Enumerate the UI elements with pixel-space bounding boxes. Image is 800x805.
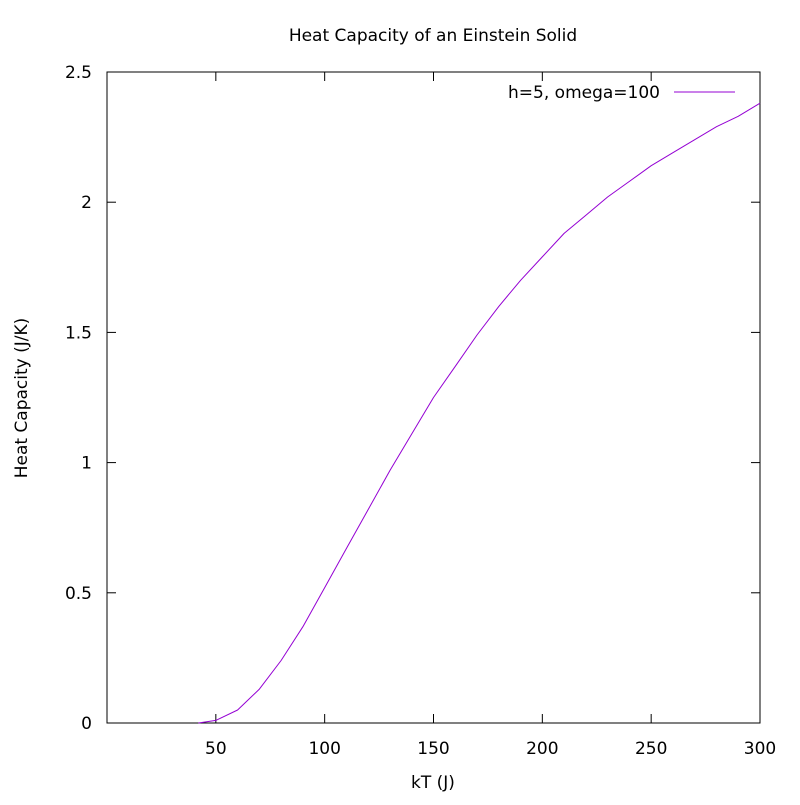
x-tick-label: 250	[635, 739, 667, 759]
y-tick-label: 2.5	[65, 63, 92, 83]
x-tick-label: 50	[205, 739, 227, 759]
y-tick-label: 0.5	[65, 584, 92, 604]
x-tick-label: 200	[526, 739, 558, 759]
y-tick-label: 1.5	[65, 323, 92, 343]
y-tick-label: 2	[81, 193, 92, 213]
x-tick-label: 150	[417, 739, 449, 759]
x-tick-label: 300	[744, 739, 776, 759]
y-axis-title: Heat Capacity (J/K)	[12, 318, 32, 479]
series-layer	[198, 102, 761, 724]
series-line	[198, 102, 761, 724]
x-axis-title: kT (J)	[411, 773, 455, 793]
x-tick-label: 100	[308, 739, 340, 759]
chart-title: Heat Capacity of an Einstein Solid	[289, 26, 577, 46]
y-tick-label: 0	[81, 714, 92, 734]
ticks-layer: 50 100 150 200 250 300 0 0.5 1 1.5 2 2.5	[65, 63, 776, 759]
legend: h=5, omega=100	[508, 83, 735, 103]
y-tick-label: 1	[81, 454, 92, 474]
legend-label: h=5, omega=100	[508, 83, 660, 103]
